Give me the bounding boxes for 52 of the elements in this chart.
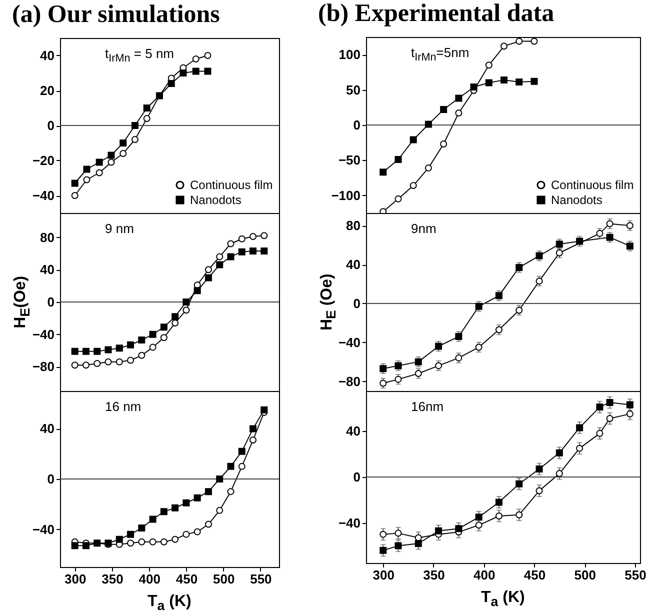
x-tick-label: 350 xyxy=(423,568,445,582)
x-tick-label: 300 xyxy=(372,568,394,582)
x-axis-title: T$_{a}$ (K) xyxy=(148,593,192,612)
chart-title: (b) Experimental data xyxy=(318,0,554,28)
legend-label: Nanodots xyxy=(551,193,602,207)
y-tick-label: 0 xyxy=(47,472,54,486)
y-tick-label: −40 xyxy=(32,326,54,342)
annotation: 16 nm xyxy=(105,399,142,414)
y-tick-label: −40 xyxy=(32,188,54,203)
y-tick-label: 40 xyxy=(346,424,360,439)
y-tick-label: −40 xyxy=(338,334,360,350)
x-tick-label: 550 xyxy=(250,572,272,586)
x-tick-label: 500 xyxy=(574,568,596,582)
y-tick-label: 40 xyxy=(40,48,54,63)
y-tick-label: 40 xyxy=(40,262,54,278)
x-tick-label: 550 xyxy=(624,568,646,582)
y-tick-label: −20 xyxy=(32,153,54,168)
x-tick-label: 450 xyxy=(176,572,198,586)
y-tick-label: 0 xyxy=(47,118,54,133)
annotation: t$_{IrMn}$ = 5 nm xyxy=(105,46,174,65)
annotation: 9nm xyxy=(411,221,436,236)
legend-label: Continuous film xyxy=(551,178,634,192)
x-tick-label: 400 xyxy=(138,572,160,586)
y-tick-label: 0 xyxy=(353,118,360,132)
y-tick-label: 0 xyxy=(47,294,54,310)
y-tick-label: 40 xyxy=(40,421,54,436)
x-tick-label: 500 xyxy=(212,572,235,586)
y-tick-label: 40 xyxy=(346,257,360,272)
y-tick-label: 0 xyxy=(353,296,360,311)
y-tick-label: −40 xyxy=(32,522,54,537)
y-tick-label: 80 xyxy=(346,218,360,234)
y-tick-label: 80 xyxy=(40,230,54,245)
y-tick-label: 20 xyxy=(40,83,54,98)
x-tick-label: 450 xyxy=(524,568,546,582)
y-tick-label: 0 xyxy=(353,470,360,484)
annotation: 9 nm xyxy=(105,221,134,236)
y-tick-label: 50 xyxy=(346,82,360,98)
annotation: 16nm xyxy=(411,399,444,414)
x-axis-title: T$_{a}$ (K) xyxy=(481,589,525,610)
x-tick-label: 400 xyxy=(474,568,496,582)
y-tick-label: −50 xyxy=(338,152,360,168)
legend-label: Nanodots xyxy=(190,193,242,207)
x-tick-label: 300 xyxy=(64,572,86,586)
legend-label: Continuous film xyxy=(190,178,273,192)
y-tick-label: −80 xyxy=(338,374,360,389)
y-tick-label: −40 xyxy=(338,515,360,530)
annotation: t$_{IrMn}$=5nm xyxy=(411,45,470,64)
y-tick-label: −100 xyxy=(331,188,360,203)
y-tick-label: 100 xyxy=(338,47,360,62)
x-tick-label: 350 xyxy=(102,572,124,586)
chart-title: (a) Our simulations xyxy=(12,1,220,29)
y-tick-label: −80 xyxy=(32,359,54,374)
